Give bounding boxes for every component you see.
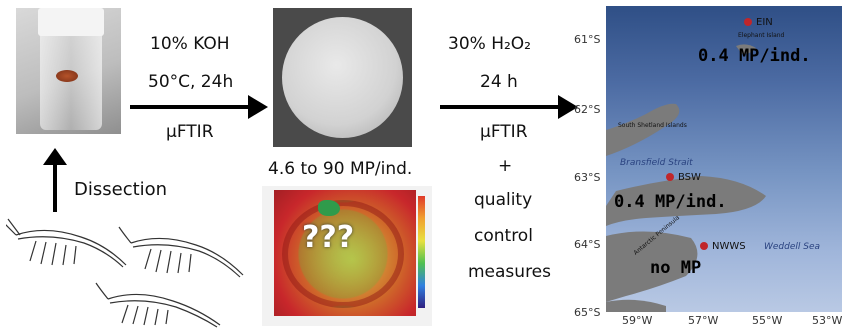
krill-drawing-2	[118, 226, 244, 278]
lat-tick-62: 62°S	[574, 103, 601, 116]
color-scale-bar	[418, 196, 425, 308]
lon-tick-59: 59°W	[622, 314, 653, 327]
place-bransfield: Bransfield Strait	[620, 158, 693, 168]
krill-drawing-3	[95, 282, 221, 328]
ftir-method-1: µFTIR	[166, 122, 214, 142]
station-bsw-marker	[666, 173, 674, 181]
filter-disc	[282, 17, 403, 138]
krill-vial-photo	[16, 8, 121, 134]
krill-drawing-1	[6, 218, 127, 268]
station-bsw-mp: 0.4 MP/ind.	[614, 192, 727, 212]
place-weddell-sea: Weddell Sea	[764, 242, 821, 252]
station-ein-mp: 0.4 MP/ind.	[698, 46, 811, 66]
filter-ring	[282, 200, 404, 308]
place-south-shetland: South Shetland Islands	[618, 122, 687, 129]
control-label: control	[474, 226, 533, 246]
ftir-spectral-map: ???	[262, 186, 432, 326]
mp-result-range: 4.6 to 90 MP/ind.	[268, 159, 413, 179]
dissection-arrow	[43, 148, 67, 212]
krill-sample	[56, 70, 78, 82]
place-elephant-island: Elephant Island	[738, 32, 785, 39]
dissection-label: Dissection	[74, 179, 168, 200]
h2o2-duration: 24 h	[480, 72, 518, 92]
antarctic-map: EIN Elephant Island 0.4 MP/ind. South Sh…	[606, 6, 842, 312]
krill-illustrations	[6, 218, 244, 328]
land-shapes	[606, 44, 766, 312]
quality-label: quality	[474, 190, 533, 210]
unknown-marker: ???	[302, 220, 355, 255]
lat-tick-65: 65°S	[574, 306, 601, 319]
vial-cap	[38, 8, 104, 36]
station-bsw-label: BSW	[678, 172, 701, 183]
ftir-method-2: µFTIR	[480, 122, 528, 142]
station-nwws-marker	[700, 242, 708, 250]
station-ein-label: EIN	[756, 17, 773, 28]
station-ein-marker	[744, 18, 752, 26]
lat-tick-61: 61°S	[574, 33, 601, 46]
h2o2-reagent: 30% H₂O₂	[448, 34, 531, 54]
koh-conditions: 50°C, 24h	[148, 72, 234, 92]
lat-tick-63: 63°S	[574, 171, 601, 184]
particle-blob	[318, 200, 340, 216]
measures-label: measures	[468, 262, 551, 282]
process-arrow-1	[130, 95, 268, 119]
plus-sign: +	[498, 156, 513, 176]
filter-photo	[273, 8, 412, 147]
lon-tick-53: 53°W	[812, 314, 843, 327]
station-nwws-mp: no MP	[650, 258, 702, 278]
process-arrow-2	[440, 95, 578, 119]
lon-tick-57: 57°W	[688, 314, 719, 327]
koh-reagent: 10% KOH	[150, 34, 230, 54]
station-nwws-label: NWWS	[712, 241, 746, 252]
lon-tick-55: 55°W	[752, 314, 783, 327]
lat-tick-64: 64°S	[574, 238, 601, 251]
